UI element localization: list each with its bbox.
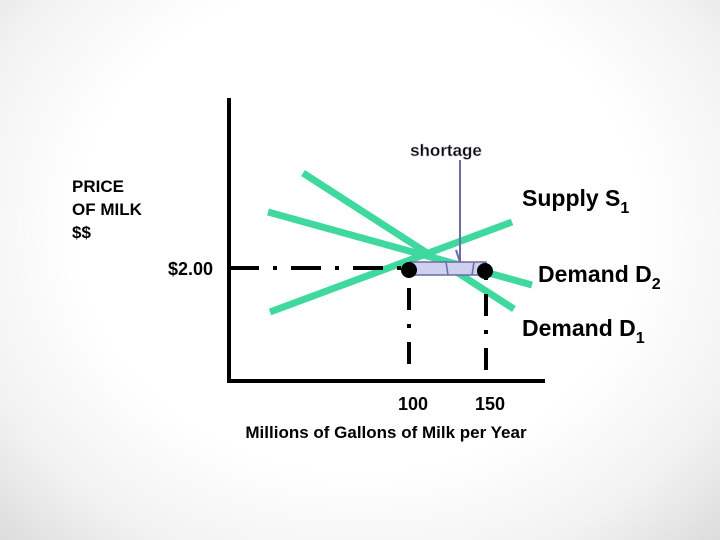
equilibrium-point-150 bbox=[477, 263, 493, 279]
shortage-bracket-left bbox=[445, 261, 449, 276]
demand-curve-d1 bbox=[268, 218, 514, 316]
y-axis-label-line3: $$ bbox=[72, 223, 91, 242]
y-axis-label-line2: OF MILK bbox=[72, 200, 143, 219]
shortage-label: shortage bbox=[410, 141, 482, 160]
quantity-label-100: 100 bbox=[398, 394, 428, 414]
demand-d1-label: Demand D1 bbox=[522, 315, 645, 347]
price-label: $2.00 bbox=[168, 259, 213, 279]
demand-d2-label: Demand D2 bbox=[538, 261, 661, 293]
shortage-bracket-right bbox=[471, 261, 475, 276]
shortage-pointer-arm bbox=[455, 249, 461, 263]
x-axis-label: Millions of Gallons of Milk per Year bbox=[245, 423, 527, 442]
supply-curve-label: Supply S1 bbox=[522, 185, 629, 217]
supply-curve bbox=[301, 170, 516, 312]
demand-curve-d2 bbox=[267, 208, 533, 289]
equilibrium-point-100 bbox=[401, 262, 417, 278]
quantity-label-150: 150 bbox=[475, 394, 505, 414]
y-axis-label-line1: PRICE bbox=[72, 177, 124, 196]
